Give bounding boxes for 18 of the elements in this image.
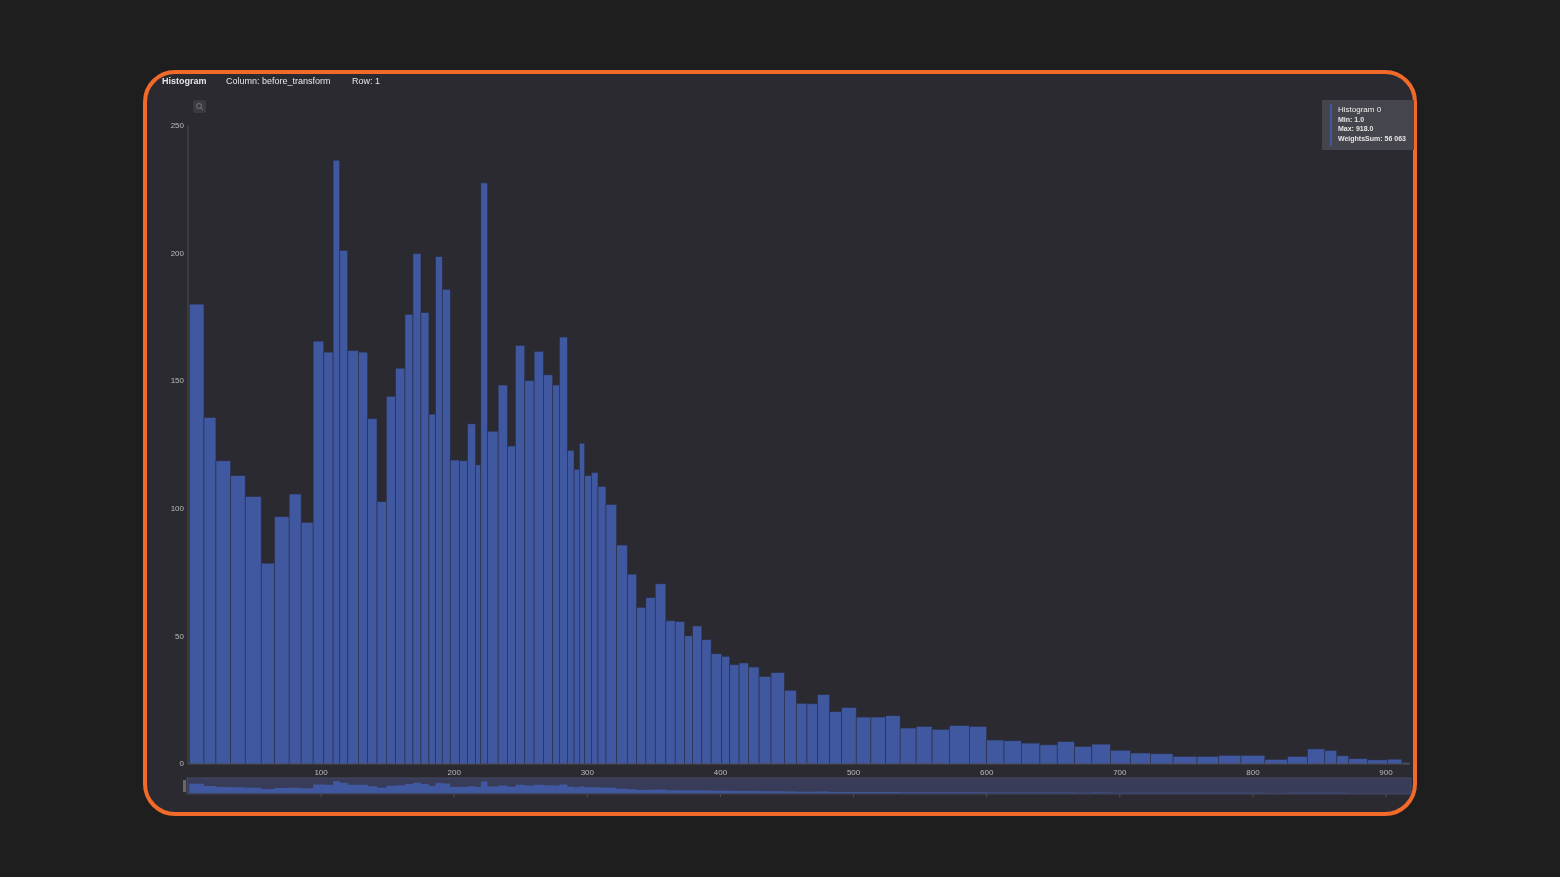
x-tick-label: 900	[1379, 768, 1394, 778]
y-tick-label: 0	[179, 759, 185, 769]
x-tick-label: 400	[713, 768, 728, 778]
chart-title: Histogram	[162, 76, 207, 87]
y-tick-label: 50	[175, 631, 185, 641]
x-tick-label: 600	[980, 768, 994, 778]
x-tick-label: 700	[1113, 768, 1128, 778]
x-tick-label: 300	[580, 768, 595, 778]
x-tick-label: 800	[1246, 768, 1261, 778]
y-tick-label: 100	[170, 503, 185, 513]
y-tick-label: 250	[170, 121, 185, 131]
x-tick-label: 200	[447, 768, 462, 778]
y-tick-label: 200	[170, 248, 185, 258]
text: Column: before_transform	[226, 76, 331, 87]
y-tick-label: 150	[170, 376, 185, 386]
text: Row: 1	[352, 76, 381, 87]
x-tick-label: 500	[846, 768, 861, 778]
x-tick-label: 100	[314, 768, 329, 778]
